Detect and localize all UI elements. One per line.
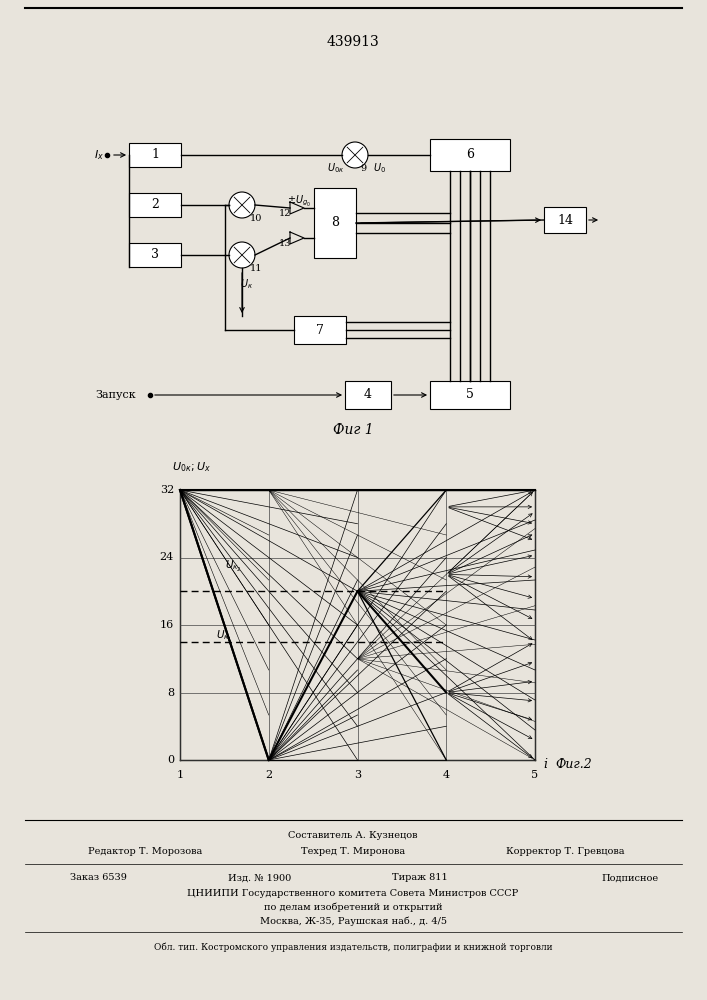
Text: 11: 11 — [250, 264, 262, 273]
Text: 5: 5 — [532, 770, 539, 780]
Circle shape — [229, 242, 255, 268]
Text: $\pm U_{g_0}$: $\pm U_{g_0}$ — [287, 193, 311, 208]
Text: 6: 6 — [466, 148, 474, 161]
Text: Техред Т. Миронова: Техред Т. Миронова — [301, 848, 405, 856]
Text: Фиг.2: Фиг.2 — [555, 758, 592, 771]
Text: 4: 4 — [364, 388, 372, 401]
Text: $I_x$: $I_x$ — [94, 148, 104, 162]
Text: Редактор Т. Морозова: Редактор Т. Морозова — [88, 848, 202, 856]
Text: Заказ 6539: Заказ 6539 — [70, 874, 127, 882]
Text: 2: 2 — [265, 770, 272, 780]
Text: 7: 7 — [316, 324, 324, 336]
Text: 1: 1 — [177, 770, 184, 780]
Text: $U_{к_2}$: $U_{к_2}$ — [225, 559, 242, 574]
Text: Изд. № 1900: Изд. № 1900 — [228, 874, 291, 882]
Text: $U_{к_1}$: $U_{к_1}$ — [216, 629, 233, 644]
Text: Корректор Т. Гревцова: Корректор Т. Гревцова — [506, 848, 624, 856]
Circle shape — [229, 192, 255, 218]
Bar — [129, 143, 181, 167]
Text: 10: 10 — [250, 214, 262, 223]
Text: 5: 5 — [466, 388, 474, 401]
Text: 4: 4 — [443, 770, 450, 780]
Text: 9: 9 — [360, 164, 366, 173]
Text: 8: 8 — [167, 688, 174, 698]
Text: Составитель А. Кузнецов: Составитель А. Кузнецов — [288, 832, 418, 840]
Text: $U_0$: $U_0$ — [373, 161, 386, 175]
Text: 13: 13 — [279, 239, 291, 248]
Text: Подписное: Подписное — [602, 874, 658, 882]
Bar — [430, 381, 510, 409]
Text: 0: 0 — [167, 755, 174, 765]
Text: 439913: 439913 — [327, 35, 380, 49]
Text: Запуск: Запуск — [95, 390, 136, 400]
Text: $U_{0к};U_х$: $U_{0к};U_х$ — [172, 460, 211, 474]
Text: Москва, Ж-35, Раушская наб., д. 4/5: Москва, Ж-35, Раушская наб., д. 4/5 — [259, 916, 447, 926]
Text: 24: 24 — [160, 552, 174, 562]
Text: 16: 16 — [160, 620, 174, 630]
Text: Тираж 811: Тираж 811 — [392, 874, 448, 882]
Text: по делам изобретений и открытий: по делам изобретений и открытий — [264, 902, 443, 912]
Text: ЦНИИПИ Государственного комитета Совета Министров СССР: ЦНИИПИ Государственного комитета Совета … — [187, 888, 519, 898]
Bar — [294, 316, 346, 344]
Text: 32: 32 — [160, 485, 174, 495]
Text: $U_{0к}$: $U_{0к}$ — [327, 161, 344, 175]
Text: 12: 12 — [279, 209, 291, 218]
Text: 3: 3 — [151, 248, 159, 261]
Text: $U_к$: $U_к$ — [240, 277, 253, 291]
Text: 1: 1 — [151, 148, 159, 161]
Circle shape — [342, 142, 368, 168]
Text: Фиг 1: Фиг 1 — [333, 423, 373, 437]
Bar — [345, 381, 391, 409]
Text: 3: 3 — [354, 770, 361, 780]
Text: i: i — [543, 758, 547, 771]
Text: Обл. тип. Костромского управления издательств, полиграфии и книжной торговли: Обл. тип. Костромского управления издате… — [153, 942, 552, 952]
Bar — [430, 139, 510, 171]
Text: 8: 8 — [331, 217, 339, 230]
Bar — [314, 188, 356, 258]
Bar — [129, 193, 181, 217]
Text: 14: 14 — [557, 214, 573, 227]
Text: 2: 2 — [151, 198, 159, 212]
Bar — [129, 243, 181, 267]
Bar — [544, 207, 586, 233]
